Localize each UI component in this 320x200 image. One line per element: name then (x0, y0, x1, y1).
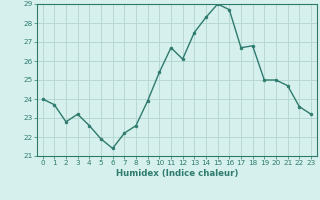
X-axis label: Humidex (Indice chaleur): Humidex (Indice chaleur) (116, 169, 238, 178)
